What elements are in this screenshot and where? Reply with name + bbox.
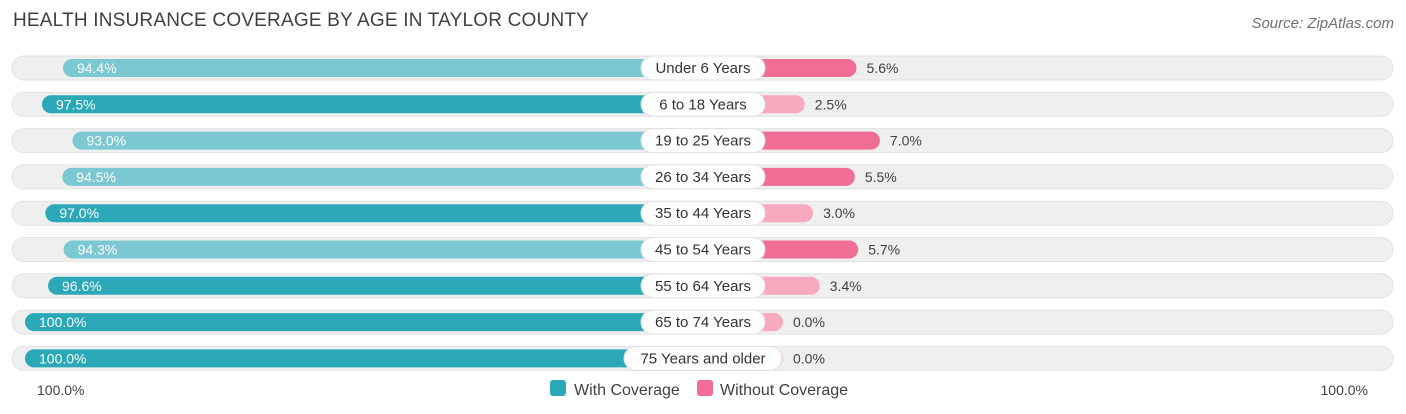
with-coverage-value: 100.0%	[39, 350, 86, 366]
category-pill	[640, 309, 766, 335]
category-pill	[640, 55, 766, 81]
legend-with-label: With Coverage	[574, 382, 680, 399]
category-label: 55 to 64 Years	[655, 278, 751, 295]
with-coverage-bar	[63, 240, 704, 259]
category-label: 65 to 74 Years	[655, 314, 751, 331]
with-coverage-value: 100.0%	[39, 314, 86, 330]
with-coverage-bar	[41, 95, 703, 114]
category-pill	[640, 128, 766, 154]
with-coverage-bar	[72, 131, 703, 150]
legend-with-swatch	[550, 380, 566, 396]
without-coverage-value: 7.0%	[890, 133, 922, 149]
without-coverage-value: 3.0%	[823, 205, 855, 221]
source-credit: Source: ZipAtlas.com	[1251, 15, 1394, 32]
axis-left-label: 100.0%	[37, 382, 84, 398]
category-pill	[640, 164, 766, 190]
with-coverage-value: 94.4%	[77, 60, 117, 76]
category-label: Under 6 Years	[655, 60, 750, 77]
with-coverage-bar	[48, 276, 703, 295]
axis-right-label: 100.0%	[1321, 382, 1368, 398]
category-label: 75 Years and older	[640, 350, 765, 367]
category-pill	[640, 273, 766, 299]
category-pill	[640, 200, 766, 226]
legend-without-swatch	[697, 380, 713, 396]
without-coverage-value: 5.5%	[865, 169, 897, 185]
with-coverage-value: 97.5%	[56, 96, 96, 112]
legend-without-label: Without Coverage	[720, 382, 848, 399]
without-coverage-value: 0.0%	[793, 314, 825, 330]
with-coverage-bar	[62, 167, 704, 186]
without-coverage-value: 3.4%	[830, 278, 862, 294]
with-coverage-value: 97.0%	[59, 205, 99, 221]
with-coverage-value: 94.5%	[76, 169, 116, 185]
category-pill	[640, 91, 766, 117]
with-coverage-value: 93.0%	[86, 133, 126, 149]
category-label: 6 to 18 Years	[659, 96, 747, 113]
with-coverage-bar	[25, 313, 703, 332]
without-coverage-value: 5.7%	[868, 242, 900, 258]
with-coverage-value: 96.6%	[62, 278, 102, 294]
category-label: 26 to 34 Years	[655, 169, 751, 186]
without-coverage-value: 5.6%	[867, 60, 899, 76]
without-coverage-value: 2.5%	[815, 96, 847, 112]
with-coverage-bar	[25, 349, 703, 368]
chart-title: HEALTH INSURANCE COVERAGE BY AGE IN TAYL…	[13, 10, 590, 31]
with-coverage-value: 94.3%	[78, 242, 118, 258]
category-label: 35 to 44 Years	[655, 205, 751, 222]
with-coverage-bar	[62, 59, 703, 77]
with-coverage-bar	[45, 204, 703, 223]
category-label: 45 to 54 Years	[655, 242, 751, 259]
category-label: 19 to 25 Years	[655, 133, 751, 150]
category-pill	[640, 237, 766, 262]
without-coverage-value: 0.0%	[793, 350, 825, 366]
category-pill	[623, 345, 783, 371]
